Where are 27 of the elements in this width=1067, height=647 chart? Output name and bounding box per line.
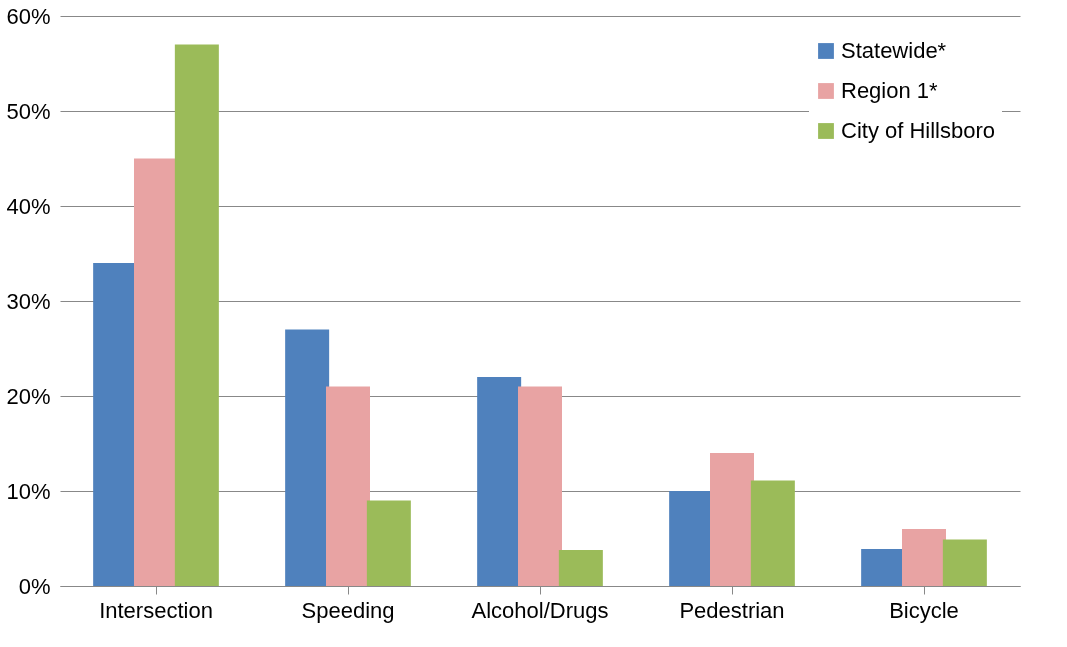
y-tick-label: 20% <box>6 383 51 409</box>
bar <box>477 377 522 586</box>
bar <box>942 539 987 586</box>
x-tick-label: Pedestrian <box>679 597 785 623</box>
bar <box>558 549 603 586</box>
bar <box>285 329 330 586</box>
x-tick-label: Speeding <box>301 597 395 623</box>
x-tick-label: Alcohol/Drugs <box>471 597 609 623</box>
bar <box>518 386 562 586</box>
legend-label: Statewide* <box>841 38 947 63</box>
bar <box>134 158 178 586</box>
y-tick-label: 50% <box>6 98 51 124</box>
y-tick-label: 30% <box>6 288 51 314</box>
y-tick-label: 60% <box>6 3 51 29</box>
bar <box>902 529 946 586</box>
y-tick-label: 10% <box>6 478 51 504</box>
bar <box>174 44 219 586</box>
legend-label: City of Hillsboro <box>841 118 996 143</box>
y-tick-label: 0% <box>18 573 51 599</box>
bar <box>750 480 795 586</box>
x-tick-label: Bicycle <box>889 597 959 623</box>
bar <box>366 500 411 586</box>
bar <box>326 386 370 586</box>
legend-label: Region 1* <box>841 78 939 103</box>
x-tick-label: Intersection <box>99 597 213 623</box>
y-tick-label: 40% <box>6 193 51 219</box>
bar <box>710 453 754 586</box>
